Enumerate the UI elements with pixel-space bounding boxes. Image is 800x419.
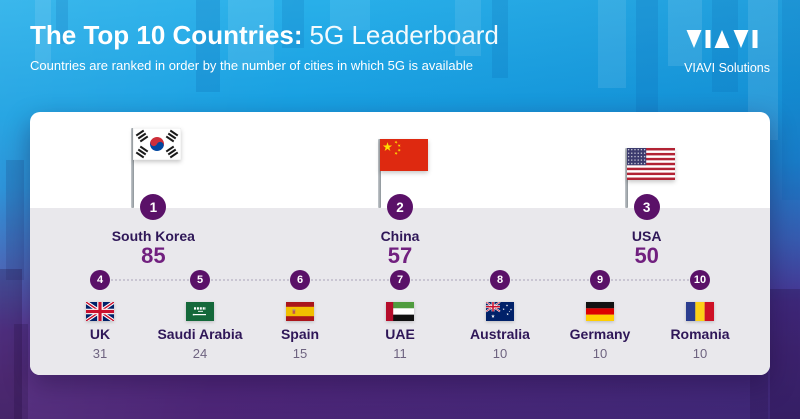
page-title-bold: The Top 10 Countries:	[30, 20, 303, 50]
brand-subtitle: VIAVI Solutions	[684, 61, 770, 75]
cities-count: 15	[292, 346, 308, 361]
top-three-row: 1 South Korea 85 2 China 57	[30, 112, 770, 375]
rank-6-column: 6 Spain 15	[250, 208, 350, 375]
rank-badge: 6	[290, 270, 310, 290]
cities-count: 50	[634, 243, 659, 268]
rank-8-column: 8 Australia 10	[450, 208, 550, 375]
ranks-4-10-row: 4 UK 31 5 Saudi Arabia 24	[50, 208, 750, 375]
rank-badge: 5	[190, 270, 210, 290]
page-title-light: 5G Leaderboard	[309, 20, 499, 50]
cities-count: 31	[92, 346, 108, 361]
cities-count: 85	[141, 243, 166, 268]
rank-7-column: 7 UAE 11	[350, 208, 450, 375]
country-name: Germany	[569, 326, 631, 342]
rank-badge: 4	[90, 270, 110, 290]
flag-uae-icon	[386, 302, 414, 321]
page-subtitle: Countries are ranked in order by the num…	[30, 58, 473, 73]
rank-1-column: 1 South Korea 85	[30, 112, 277, 375]
rank-5-column: 5 Saudi Arabia 24	[150, 208, 250, 375]
flag-germany-icon	[586, 302, 614, 321]
cities-count: 10	[492, 346, 508, 361]
rank-3-column: 3 USA 50	[523, 112, 770, 375]
country-name: UK	[89, 326, 111, 342]
flag-china-icon	[380, 139, 428, 171]
leaderboard-card: 1 South Korea 85 2 China 57	[30, 112, 770, 375]
cities-count: 11	[393, 346, 407, 361]
flag-romania-icon	[686, 302, 714, 321]
page-title: The Top 10 Countries: 5G Leaderboard	[30, 20, 499, 50]
country-name: Saudi Arabia	[157, 326, 243, 342]
rank-10-column: 10 Romania 10	[650, 208, 750, 375]
card-lower-section	[30, 208, 770, 375]
flag-uk-icon	[86, 302, 114, 321]
rank-badge: 1	[140, 194, 167, 220]
flag-spain-icon	[286, 302, 314, 321]
rank-badge: 3	[633, 194, 660, 220]
country-name: Romania	[670, 326, 730, 342]
rank-badge: 10	[690, 270, 710, 290]
cities-count: 10	[592, 346, 608, 361]
rank-badge: 2	[387, 194, 413, 220]
flag-usa-icon	[626, 148, 675, 180]
rank-2-column: 2 China 57	[277, 112, 524, 375]
flag-australia-icon	[486, 302, 514, 321]
cities-count: 10	[692, 346, 708, 361]
rank-9-column: 9 Germany 10	[550, 208, 650, 375]
rank-badge: 7	[390, 270, 410, 290]
flag-pole	[624, 148, 628, 208]
flag-saudi-arabia-icon	[186, 302, 214, 321]
brand-block: VIAVI Solutions	[674, 30, 770, 75]
rank-badge: 8	[490, 270, 510, 290]
country-name: South Korea	[111, 228, 195, 244]
country-name: Spain	[280, 326, 320, 342]
viavi-logo-icon	[686, 30, 758, 48]
country-name: UAE	[385, 326, 415, 342]
flag-pole	[378, 139, 381, 208]
flag-pole	[131, 128, 135, 208]
cities-count: 57	[387, 243, 413, 268]
cities-count: 24	[192, 346, 208, 361]
rank-badge: 9	[590, 270, 610, 290]
country-name: USA	[631, 228, 662, 244]
country-name: Australia	[470, 326, 530, 342]
country-name: China	[380, 228, 420, 244]
flag-south-korea-icon	[133, 128, 182, 160]
rank-4-column: 4 UK 31	[50, 208, 150, 375]
header: The Top 10 Countries: 5G Leaderboard Coun…	[30, 20, 499, 73]
